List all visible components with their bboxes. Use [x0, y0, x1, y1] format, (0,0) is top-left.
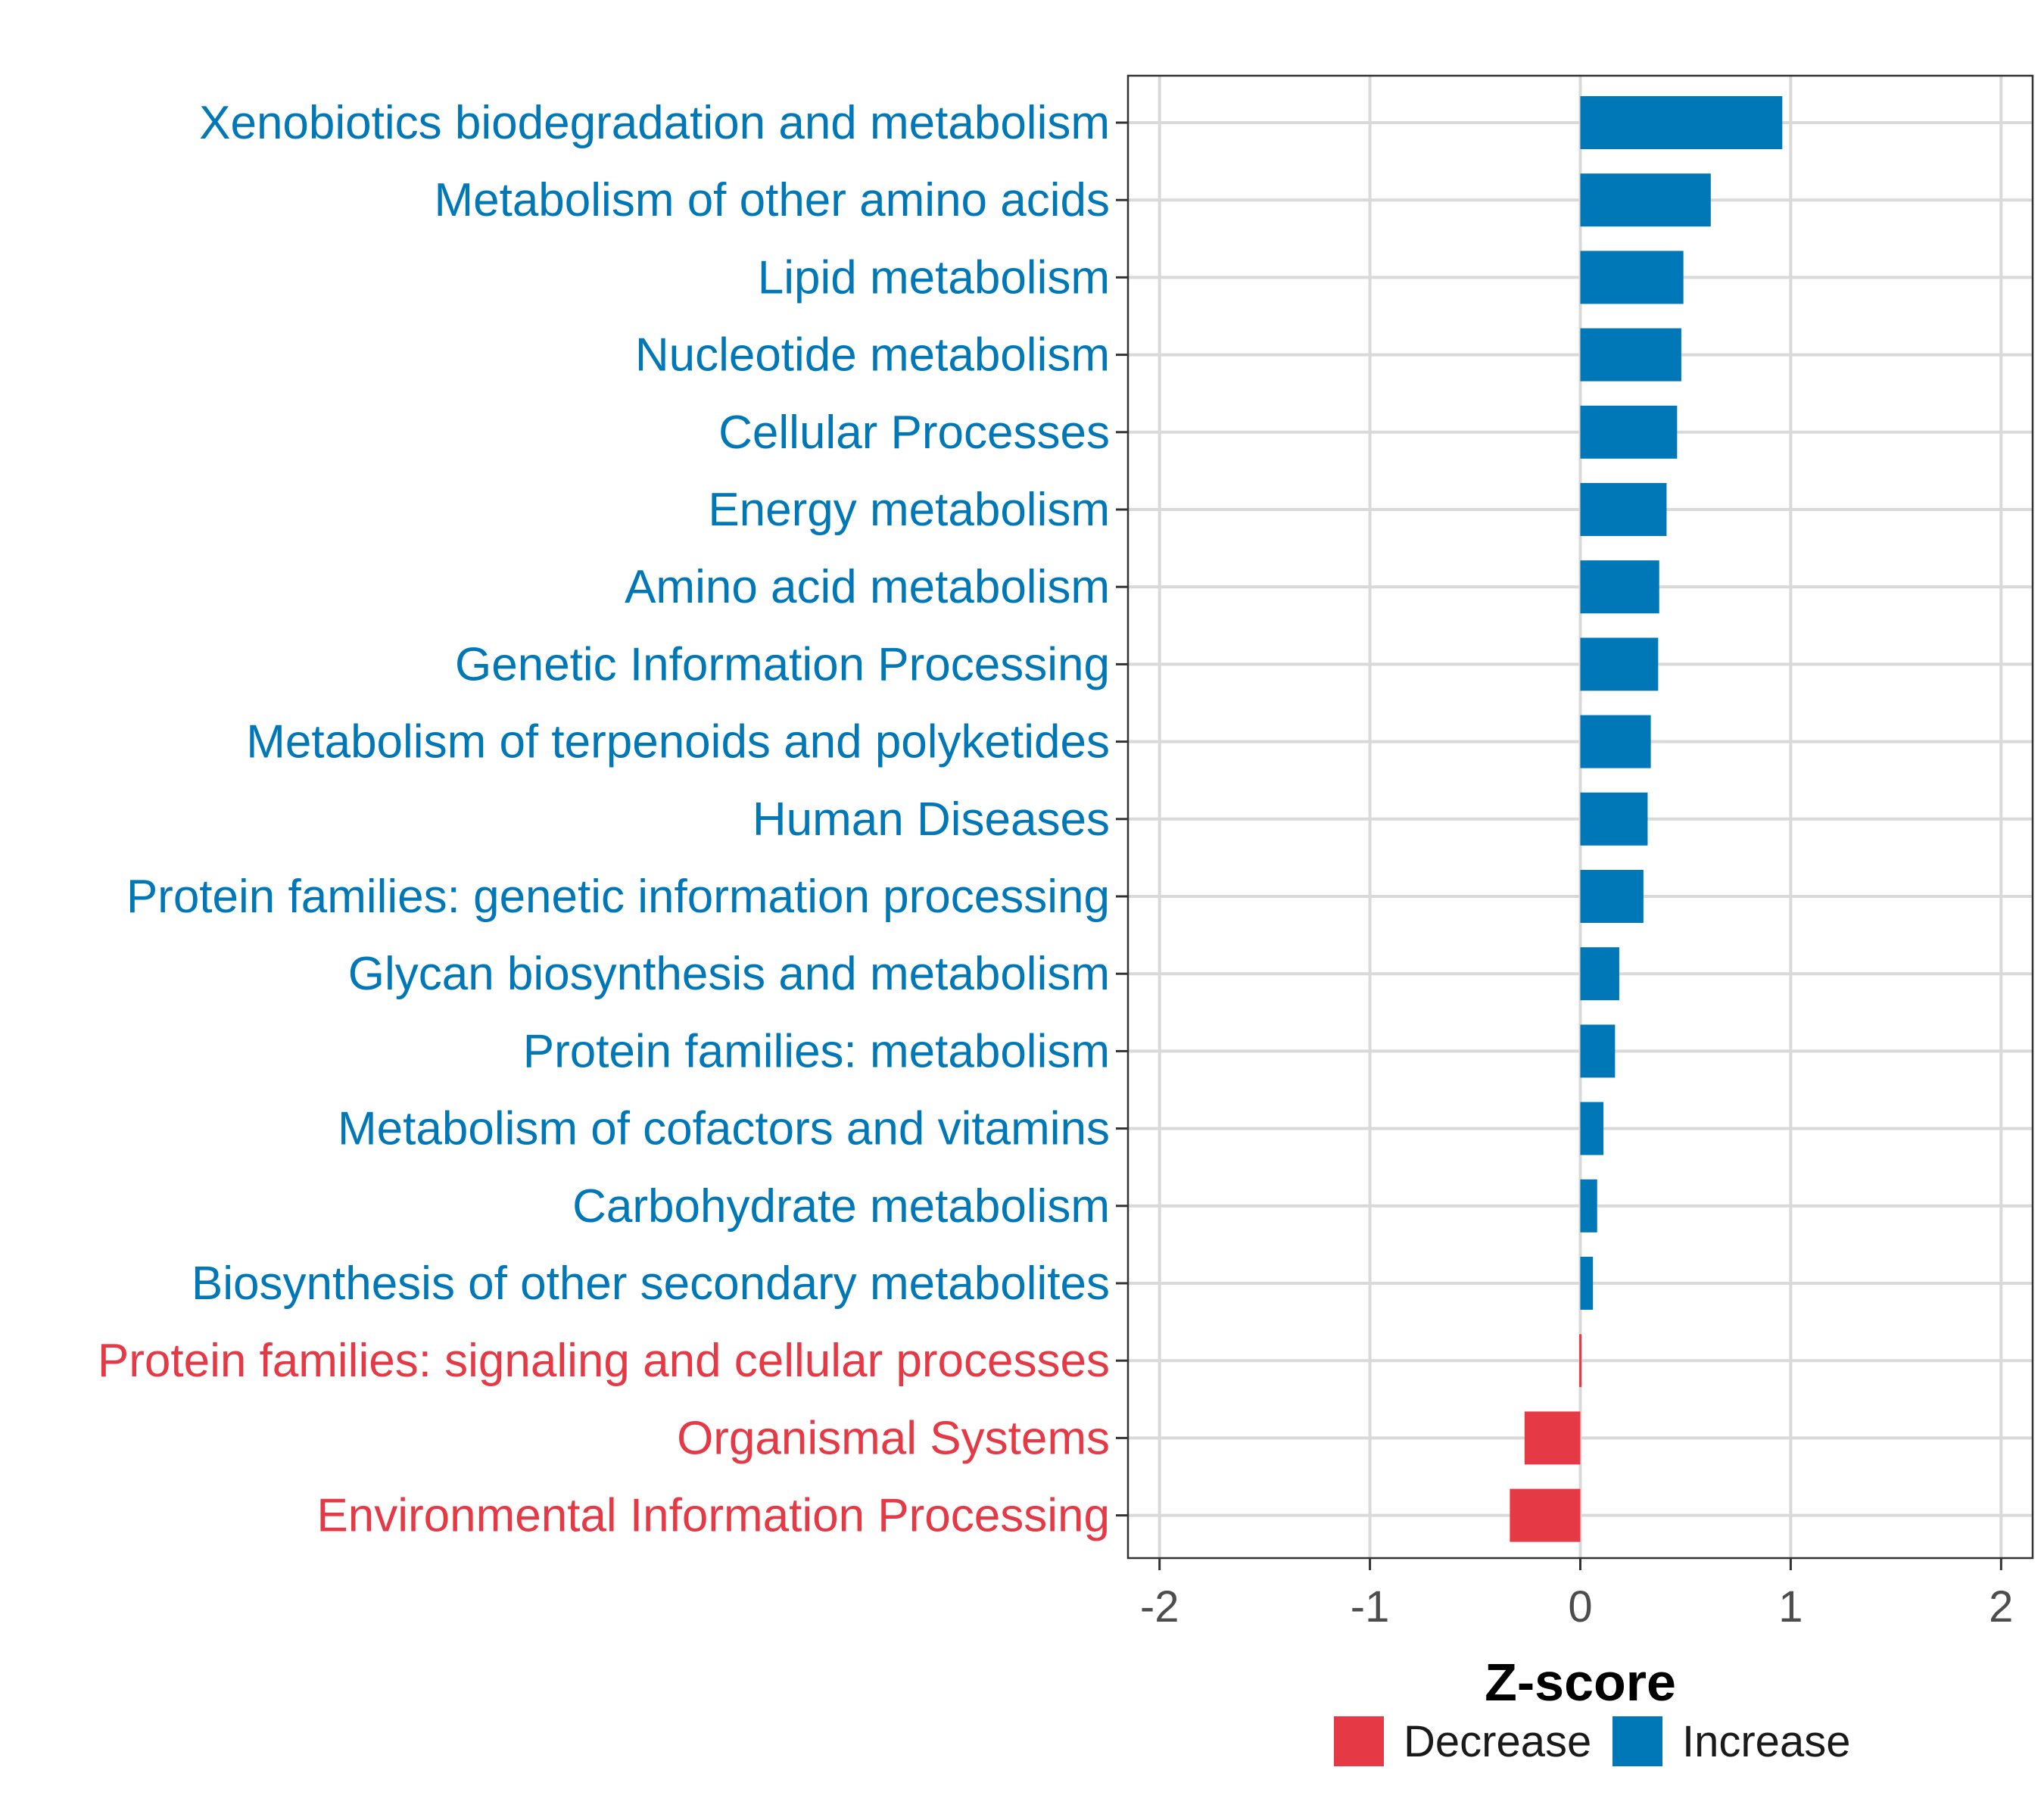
x-tick-label: 0 [1568, 1582, 1592, 1632]
category-label: Genetic Information Processing [455, 638, 1110, 690]
x-tick-label: -2 [1140, 1582, 1179, 1632]
bar-increase [1580, 1179, 1597, 1233]
category-label: Glycan biosynthesis and metabolism [348, 948, 1110, 1000]
legend-swatch-increase [1612, 1716, 1662, 1766]
bar-decrease [1524, 1411, 1581, 1465]
bar-increase [1580, 715, 1651, 768]
bar-increase [1580, 1102, 1604, 1155]
x-axis-title: Z-score [1485, 1653, 1676, 1712]
bar-increase [1580, 792, 1648, 846]
legend-label-increase: Increase [1682, 1717, 1850, 1766]
category-label: Energy metabolism [708, 484, 1110, 536]
category-label: Lipid metabolism [758, 251, 1110, 304]
bar-decrease [1579, 1334, 1582, 1388]
bar-increase [1580, 637, 1659, 691]
category-label: Protein families: signaling and cellular… [98, 1335, 1110, 1387]
category-label: Biosynthesis of other secondary metaboli… [192, 1258, 1110, 1310]
category-label: Xenobiotics biodegradation and metabolis… [199, 97, 1110, 149]
category-label: Metabolism of terpenoids and polyketides [246, 716, 1110, 768]
category-label: Metabolism of other amino acids [434, 174, 1110, 226]
bar-increase [1580, 405, 1678, 459]
bar-increase [1580, 328, 1681, 382]
category-label: Nucleotide metabolism [635, 329, 1110, 382]
legend-swatch-decrease [1334, 1716, 1384, 1766]
x-tick-label: -1 [1351, 1582, 1390, 1632]
legend: Decrease Increase [1334, 1716, 1850, 1766]
bar-increase [1580, 870, 1644, 923]
x-tick-label: 1 [1778, 1582, 1803, 1632]
category-label: Human Diseases [752, 793, 1110, 846]
category-label: Organismal Systems [677, 1412, 1110, 1464]
x-tick-label: 2 [1989, 1582, 2013, 1632]
x-axis-ticks: -2 -1 0 1 2 [1140, 1558, 2013, 1632]
bar-increase [1580, 560, 1659, 614]
legend-label-decrease: Decrease [1404, 1717, 1591, 1766]
category-label: Protein families: genetic information pr… [126, 871, 1110, 923]
bar-increase [1580, 173, 1711, 227]
bar-increase [1580, 947, 1619, 1001]
category-label: Environmental Information Processing [316, 1490, 1110, 1542]
category-label: Protein families: metabolism [523, 1025, 1110, 1077]
bar-increase [1580, 1257, 1594, 1310]
bar-decrease [1510, 1488, 1581, 1542]
bar-increase [1580, 96, 1783, 149]
bar-increase [1580, 483, 1667, 536]
y-axis-ticks: Xenobiotics biodegradation and metabolis… [98, 97, 1128, 1542]
bar-increase [1580, 1024, 1616, 1078]
category-label: Cellular Processes [718, 407, 1110, 459]
category-label: Carbohydrate metabolism [572, 1180, 1110, 1233]
bar-increase [1580, 251, 1684, 304]
category-label: Metabolism of cofactors and vitamins [338, 1103, 1110, 1155]
category-label: Amino acid metabolism [625, 561, 1110, 613]
bars [1510, 96, 1783, 1542]
